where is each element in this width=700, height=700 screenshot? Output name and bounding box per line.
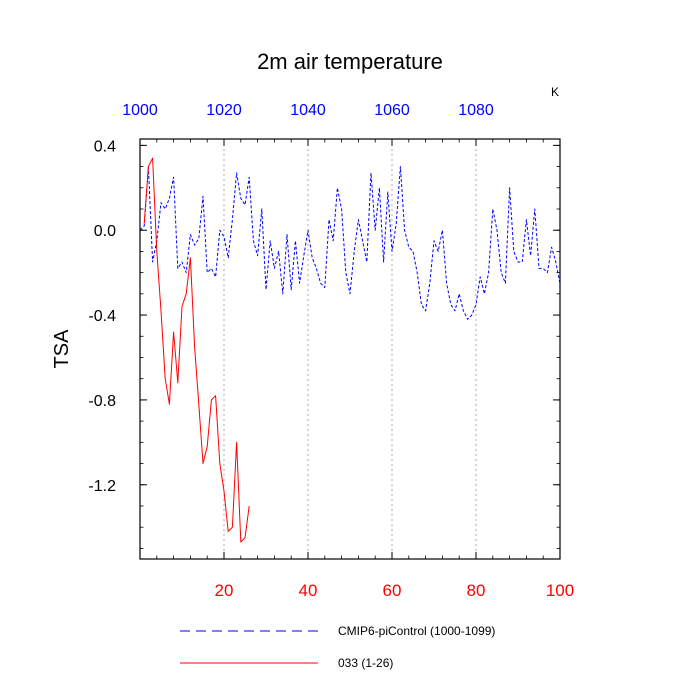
y-tick-label: 0.4 — [94, 138, 116, 155]
x-tick-label: 40 — [299, 581, 318, 600]
series-line-2 — [143, 157, 250, 543]
series-line-1 — [139, 166, 561, 320]
plot-series — [139, 157, 561, 543]
y-tick-label: 0.0 — [94, 223, 116, 240]
y-tick-label: -0.4 — [88, 308, 116, 325]
top-tick-label: 1000 — [122, 102, 158, 119]
y-tick-label: -1.2 — [88, 478, 116, 495]
legend: CMIP6-piControl (1000-1099) 033 (1-26) — [180, 624, 495, 670]
chart-title: 2m air temperature — [257, 49, 443, 74]
top-tick-label: 1060 — [374, 102, 410, 119]
top-tick-label: 1040 — [290, 102, 326, 119]
x-tick-label: 100 — [546, 581, 574, 600]
axis-tick-labels: 20 40 60 80 100 1000 1020 1040 1060 1080 0.4 0.0 -0.… — [88, 102, 574, 600]
y-axis-label: TSA — [51, 329, 73, 369]
x-tick-label: 20 — [215, 581, 234, 600]
plot-frame — [139, 138, 561, 560]
top-axis-unit: K — [551, 85, 559, 99]
top-tick-label: 1020 — [206, 102, 242, 119]
y-tick-label: -0.8 — [88, 393, 116, 410]
legend-label-2: 033 (1-26) — [338, 656, 393, 670]
grid-lines — [223, 139, 477, 559]
x-tick-label: 60 — [383, 581, 402, 600]
x-tick-label: 80 — [467, 581, 486, 600]
legend-label-1: CMIP6-piControl (1000-1099) — [338, 624, 495, 638]
top-tick-label: 1080 — [458, 102, 494, 119]
axis-ticks — [139, 139, 561, 559]
